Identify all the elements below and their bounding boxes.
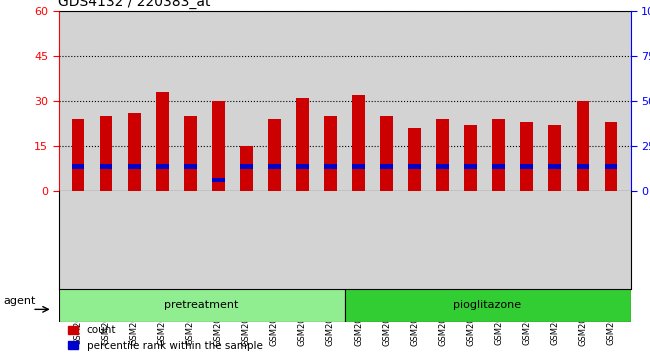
Bar bbox=[128, 113, 140, 191]
Text: pretreatment: pretreatment bbox=[164, 300, 239, 310]
Bar bbox=[464, 164, 477, 169]
Bar bbox=[380, 116, 393, 191]
Bar bbox=[549, 164, 561, 169]
Bar bbox=[156, 164, 168, 169]
Bar bbox=[493, 164, 505, 169]
Bar bbox=[72, 119, 84, 191]
Legend: count, percentile rank within the sample: count, percentile rank within the sample bbox=[64, 321, 266, 354]
Bar bbox=[72, 164, 84, 169]
Bar bbox=[100, 116, 112, 191]
Bar bbox=[436, 164, 449, 169]
Text: pioglitazone: pioglitazone bbox=[454, 300, 521, 310]
Bar bbox=[324, 116, 337, 191]
Bar bbox=[604, 164, 617, 169]
Bar bbox=[352, 164, 365, 169]
Bar bbox=[493, 119, 505, 191]
Bar bbox=[58, 289, 345, 322]
Bar bbox=[352, 95, 365, 191]
Bar bbox=[212, 101, 225, 191]
Bar bbox=[296, 164, 309, 169]
Bar bbox=[212, 178, 225, 182]
Bar bbox=[184, 116, 196, 191]
Bar bbox=[408, 164, 421, 169]
Bar bbox=[268, 119, 281, 191]
Bar bbox=[464, 125, 477, 191]
Bar bbox=[128, 164, 140, 169]
Bar bbox=[100, 164, 112, 169]
Bar bbox=[240, 146, 253, 191]
Text: GDS4132 / 220383_at: GDS4132 / 220383_at bbox=[58, 0, 211, 9]
Bar bbox=[549, 125, 561, 191]
Bar bbox=[577, 101, 589, 191]
Bar bbox=[436, 119, 449, 191]
Bar bbox=[408, 128, 421, 191]
Bar bbox=[521, 122, 533, 191]
Bar bbox=[521, 164, 533, 169]
Bar bbox=[268, 164, 281, 169]
Bar bbox=[604, 122, 617, 191]
Bar bbox=[156, 92, 168, 191]
Bar bbox=[184, 164, 196, 169]
Bar bbox=[296, 98, 309, 191]
Text: agent: agent bbox=[3, 296, 35, 306]
Bar bbox=[380, 164, 393, 169]
Bar bbox=[577, 164, 589, 169]
Bar bbox=[240, 164, 253, 169]
Bar bbox=[324, 164, 337, 169]
Bar bbox=[344, 289, 630, 322]
